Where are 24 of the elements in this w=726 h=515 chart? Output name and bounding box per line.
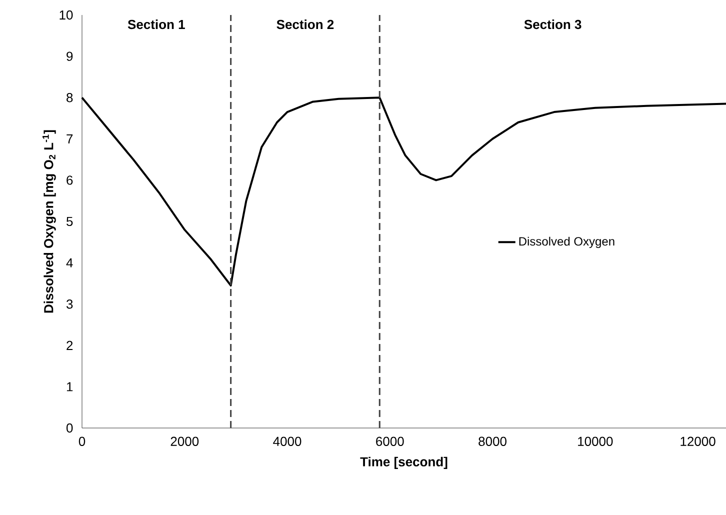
y-tick-label: 9 [66,52,73,61]
x-tick-label: 4000 [273,436,302,446]
y-tick-label: 6 [66,176,73,185]
y-tick-label: 10 [60,10,73,20]
x-tick-label: 10000 [578,436,613,446]
legend-label: Dissolved Oxygen [519,236,614,248]
y-tick-label: 7 [66,134,73,144]
x-tick-label: 8000 [478,436,506,446]
y-tick-label: 8 [66,92,73,102]
y-tick-label: 1 [66,382,73,392]
x-tick-label: 0 [78,436,86,446]
y-axis-title: Dissolved Oxygen [mg O$_{2}$ L$^{-1}$] [42,130,56,313]
annotation: Section 2 [276,20,334,30]
y-tick-label: 4 [66,258,73,268]
y-tick-label: 3 [66,299,73,309]
x-tick-label: 6000 [376,436,404,446]
x-tick-label: 12000 [680,436,716,446]
annotation: Section 1 [128,20,185,30]
y-tick-label: 2 [66,340,73,350]
x-tick-label: 2000 [170,436,199,446]
x-axis-title: Time [second] [360,456,448,469]
y-tick-label: 5 [66,216,73,226]
annotation: Section 3 [524,20,582,30]
y-tick-label: 0 [66,423,73,433]
